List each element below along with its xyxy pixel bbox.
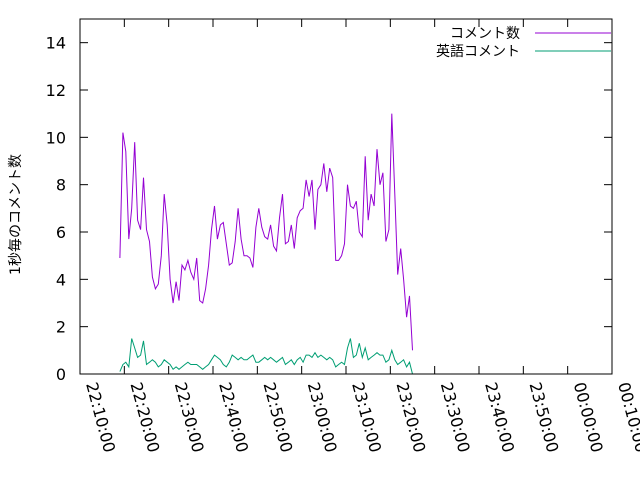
x-tick-label: 22:40:00 — [215, 380, 252, 454]
x-tick-label: 23:40:00 — [481, 380, 518, 454]
series-line-0 — [119, 113, 413, 351]
y-tick-label: 0 — [56, 365, 66, 384]
x-tick-labels: 22:10:00 22:20:00 22:30:00 22:40:00 22:50:00… — [82, 380, 640, 454]
x-tick-label: 23:20:00 — [392, 380, 429, 454]
axis-ticks — [79, 19, 613, 375]
y-tick-label: 2 — [56, 318, 66, 337]
legend-label: 英語コメント — [436, 43, 520, 60]
x-tick-label: 23:00:00 — [304, 380, 341, 454]
x-tick-label: 23:10:00 — [348, 380, 385, 454]
y-axis-label: 1秒毎のコメント数 — [8, 154, 24, 275]
y-tick-label: 6 — [56, 223, 66, 242]
y-tick-label: 10 — [46, 128, 66, 147]
x-tick-label: 22:10:00 — [82, 380, 119, 454]
x-tick-label: 23:30:00 — [437, 380, 474, 454]
legend-label: コメント数 — [450, 26, 520, 42]
y-tick-label: 12 — [46, 81, 66, 100]
series-line-1 — [119, 338, 413, 375]
y-tick-labels: 0 2 4 6 8 10 12 14 — [46, 34, 66, 384]
x-tick-label: 23:50:00 — [525, 380, 562, 454]
x-tick-label: 22:30:00 — [171, 380, 208, 454]
x-tick-label: 00:00:00 — [570, 380, 607, 454]
plot-frame — [79, 18, 613, 375]
y-tick-label: 4 — [56, 270, 66, 289]
x-tick-label: 22:50:00 — [259, 380, 296, 454]
y-tick-label: 14 — [46, 34, 66, 53]
x-tick-label: 00:10:00 — [614, 380, 640, 454]
y-tick-label: 8 — [56, 176, 66, 195]
x-tick-label: 22:20:00 — [126, 380, 163, 454]
series-lines — [119, 113, 413, 375]
